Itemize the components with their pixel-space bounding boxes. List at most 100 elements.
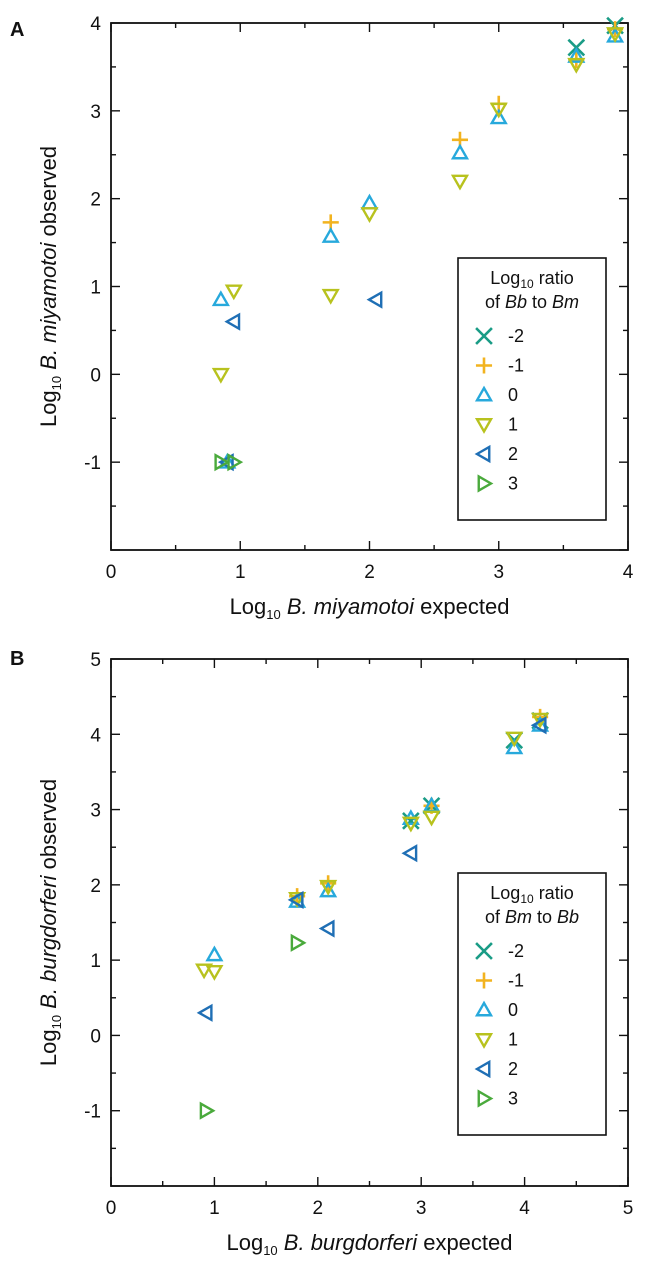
data-point (287, 890, 304, 909)
legend-marker (474, 418, 494, 434)
x-tick-label: 2 (313, 1198, 324, 1219)
x-tick-label: 3 (416, 1198, 427, 1219)
y-axis-title-prefix: Log (36, 390, 61, 427)
legend-title-species-b: Bb (557, 907, 579, 927)
data-point (205, 945, 224, 962)
legend-marker (477, 474, 494, 493)
legend-item: 0 (474, 385, 518, 405)
y-tick-label: -1 (84, 453, 101, 474)
y-tick-label: 2 (90, 190, 101, 211)
data-point (199, 1101, 216, 1120)
legend-marker (474, 1000, 494, 1017)
y-tick-label: 0 (90, 1026, 101, 1047)
legend-title-subscript: 10 (520, 277, 534, 291)
y-tick-label: 1 (90, 951, 101, 972)
data-point (606, 27, 625, 43)
y-tick-label: 2 (90, 876, 101, 897)
legend-item: 0 (474, 1000, 518, 1020)
y-tick-label: 4 (90, 14, 101, 35)
legend-title-line-1: Log10 ratio (490, 268, 573, 291)
data-point (224, 312, 241, 331)
series-2 (217, 290, 383, 472)
x-tick-label: 2 (364, 562, 375, 583)
data-point (224, 284, 243, 301)
data-point (401, 844, 418, 863)
y-tick-label: -1 (84, 1102, 101, 1123)
legend-item: -2 (475, 941, 524, 961)
panel-letter: A (10, 19, 24, 41)
legend-label: -1 (508, 356, 524, 376)
data-point (505, 731, 524, 748)
legend-title-suffix: ratio (534, 883, 574, 903)
legend-label: 2 (508, 444, 518, 464)
y-tick-label: 3 (90, 801, 101, 822)
data-point (290, 933, 307, 952)
data-point (567, 46, 586, 63)
x-tick-label: 1 (209, 1198, 220, 1219)
y-axis-title-species: B. burgdorferi (36, 874, 61, 1008)
data-point (318, 919, 335, 938)
legend-marker (474, 385, 494, 402)
legend-item: 1 (474, 415, 518, 435)
data-point (321, 288, 340, 305)
x-tick-label: 0 (106, 562, 117, 583)
data-point (214, 453, 231, 472)
legend-label: 0 (508, 385, 518, 405)
legend-title-line-2: of Bm to Bb (485, 907, 579, 927)
x-axis-title-prefix: Log (230, 594, 267, 619)
y-tick-label: 1 (90, 278, 101, 299)
y-axis-title-suffix: observed (36, 779, 61, 876)
data-point (402, 812, 420, 830)
legend-item: -2 (475, 326, 524, 346)
legend-title-prefix: Log (490, 268, 520, 288)
data-point (205, 964, 224, 981)
legend-title-species-b: Bm (552, 292, 579, 312)
legend-title-subscript: 10 (520, 892, 534, 906)
x-tick-label: 5 (623, 1198, 634, 1219)
x-axis-title-species: B. miyamotoi (287, 594, 415, 619)
legend-item: -1 (475, 971, 524, 991)
legend-title-mid: to (527, 292, 552, 312)
x-tick-label: 4 (623, 562, 634, 583)
legend-marker (474, 444, 491, 464)
x-tick-label: 4 (519, 1198, 530, 1219)
legend-label: -2 (508, 941, 524, 961)
legend-label: 0 (508, 1000, 518, 1020)
y-axis-title-prefix: Log (36, 1029, 61, 1066)
series-3 (214, 453, 244, 472)
x-axis-title-species: B. burgdorferi (284, 1230, 418, 1255)
legend-title-mid: to (532, 907, 557, 927)
data-point (360, 193, 379, 210)
data-point (319, 881, 338, 898)
y-tick-label: 0 (90, 365, 101, 386)
legend-title-prefix: Log (490, 883, 520, 903)
data-point (217, 453, 234, 472)
data-point (321, 227, 340, 243)
data-point (211, 290, 230, 307)
x-axis-title-suffix: expected (417, 1230, 512, 1255)
legend-label: -2 (508, 326, 524, 346)
legend-item: -1 (475, 356, 524, 376)
x-axis-title-suffix: expected (414, 594, 509, 619)
data-point (530, 716, 547, 735)
legend-item: 1 (474, 1030, 518, 1050)
data-point (489, 102, 508, 119)
y-axis-title-suffix: observed (36, 146, 61, 243)
x-axis-title-subscript: 10 (266, 607, 280, 622)
y-tick-label: 5 (90, 650, 101, 671)
data-point (194, 963, 214, 980)
y-axis-title: Log10 B. burgdorferi observed (36, 779, 64, 1066)
legend-label: 1 (508, 415, 518, 435)
legend-marker (475, 942, 493, 960)
x-axis-title: Log10 B. miyamotoi expected (230, 594, 510, 622)
data-point (401, 816, 420, 833)
legend-marker (475, 357, 493, 374)
y-axis-title-species: B. miyamotoi (36, 241, 61, 369)
legend-marker (475, 327, 493, 345)
legend-label: 3 (508, 1089, 518, 1109)
legend-marker (477, 1089, 494, 1108)
